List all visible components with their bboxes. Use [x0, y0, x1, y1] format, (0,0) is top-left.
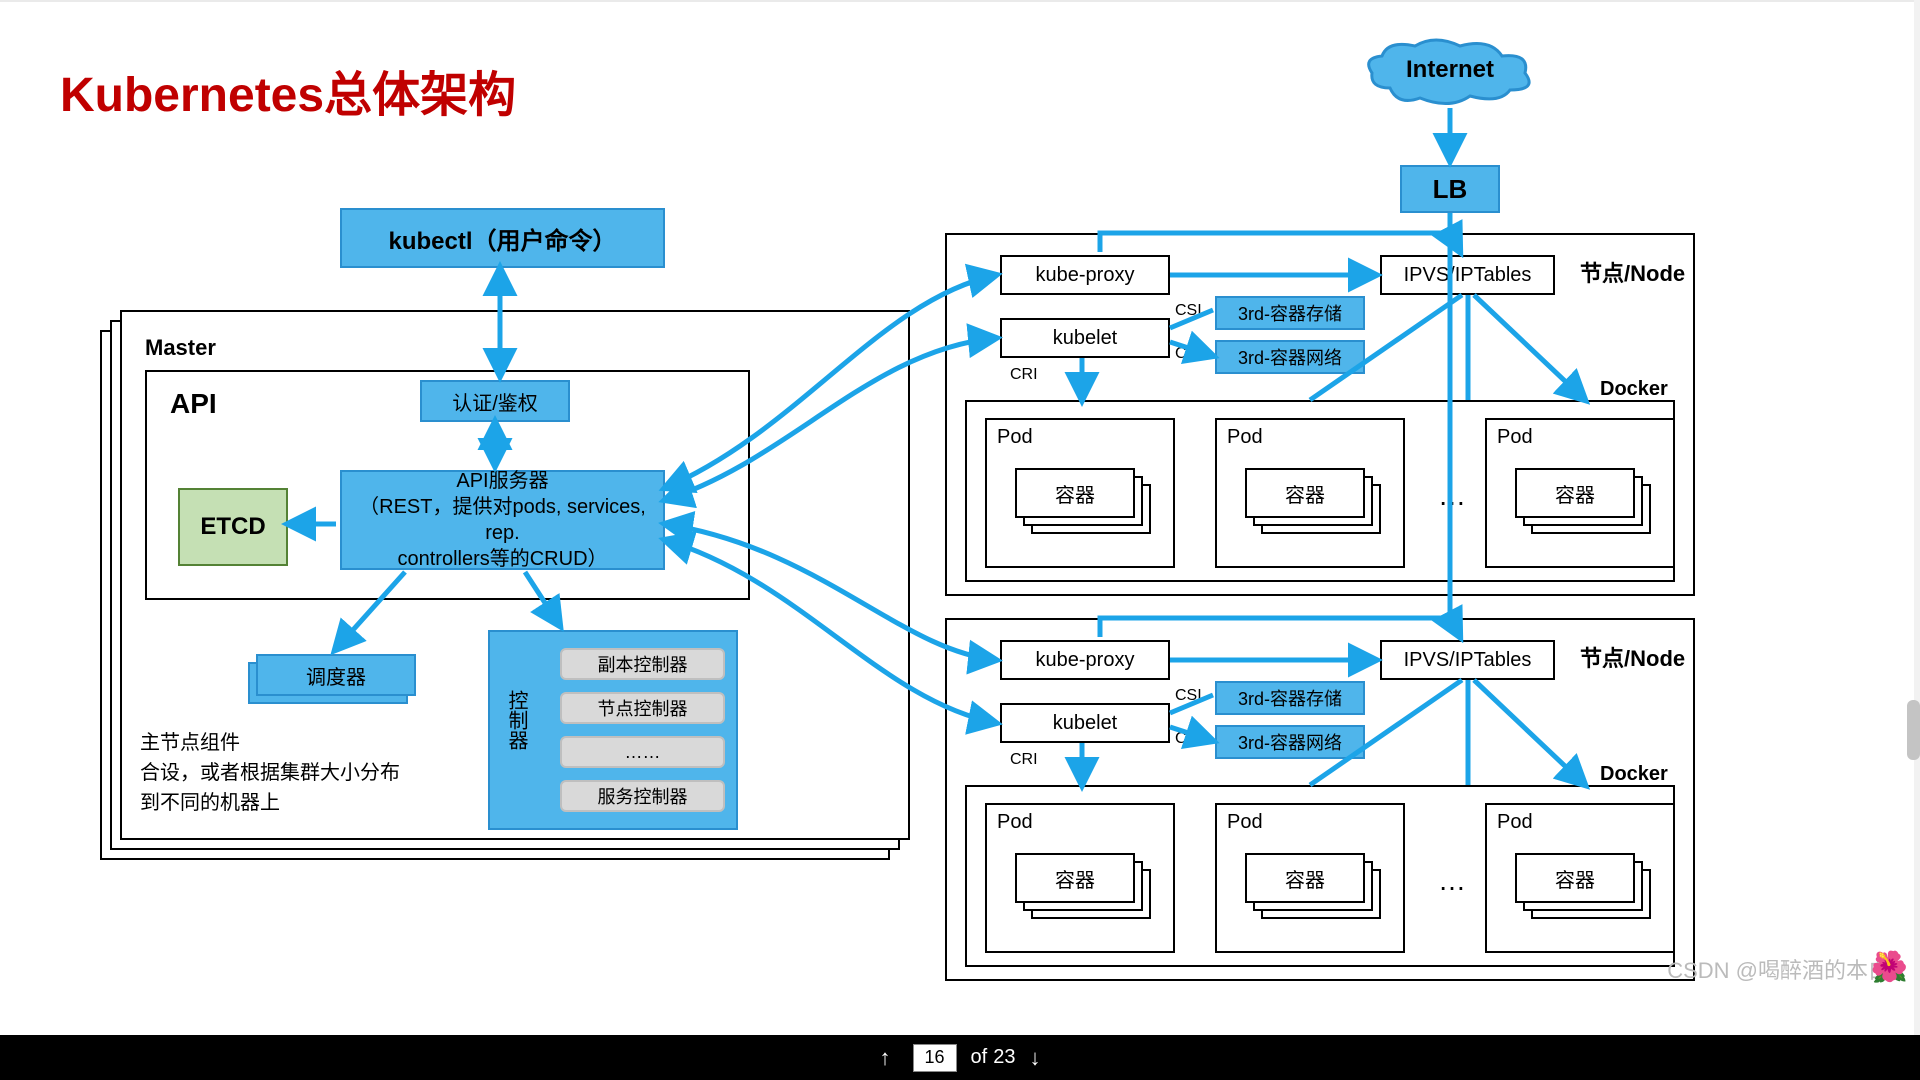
controllers-label: 控制器 — [502, 690, 531, 750]
prev-page-button[interactable]: ↑ — [880, 1045, 891, 1071]
decorative-icon: 🌺 — [1871, 950, 1908, 985]
api-label: API — [170, 388, 217, 420]
apiserver-line3: controllers等的CRUD） — [342, 546, 663, 572]
watermark: CSDN @喝醉酒的本白 — [1667, 953, 1890, 985]
slide-right-border — [1914, 0, 1920, 1035]
master-note: 主节点组件 合设，或者根据集群大小分布 到不同的机器上 — [140, 728, 400, 818]
pager-footer: ↑ of 23 ↓ — [0, 1035, 1920, 1080]
note-l2: 合设，或者根据集群大小分布 — [140, 758, 400, 788]
internet-label: Internet — [1360, 56, 1540, 84]
kubectl-box: kubectl（用户命令） — [340, 208, 665, 268]
master-label: Master — [145, 335, 216, 361]
slide-top-border — [0, 0, 1920, 2]
apiserver-line2: （REST，提供对pods, services, rep. — [342, 494, 663, 546]
apiserver-line1: API服务器 — [342, 468, 663, 494]
of-label: of — [971, 1046, 988, 1069]
apiserver-box: API服务器 （REST，提供对pods, services, rep. con… — [340, 470, 665, 570]
slide: Kubernetes总体架构 kubectl（用户命令） Master API … — [0, 0, 1920, 1035]
total-pages: 23 — [993, 1046, 1015, 1069]
page-input[interactable] — [913, 1044, 957, 1072]
scrollbar-handle[interactable] — [1907, 700, 1920, 760]
etcd-box: ETCD — [178, 488, 288, 566]
auth-box: 认证/鉴权 — [420, 380, 570, 422]
note-l3: 到不同的机器上 — [140, 788, 400, 818]
slide-title: Kubernetes总体架构 — [60, 55, 516, 125]
next-page-button[interactable]: ↓ — [1029, 1045, 1040, 1071]
lb-box: LB — [1400, 165, 1500, 213]
note-l1: 主节点组件 — [140, 728, 400, 758]
